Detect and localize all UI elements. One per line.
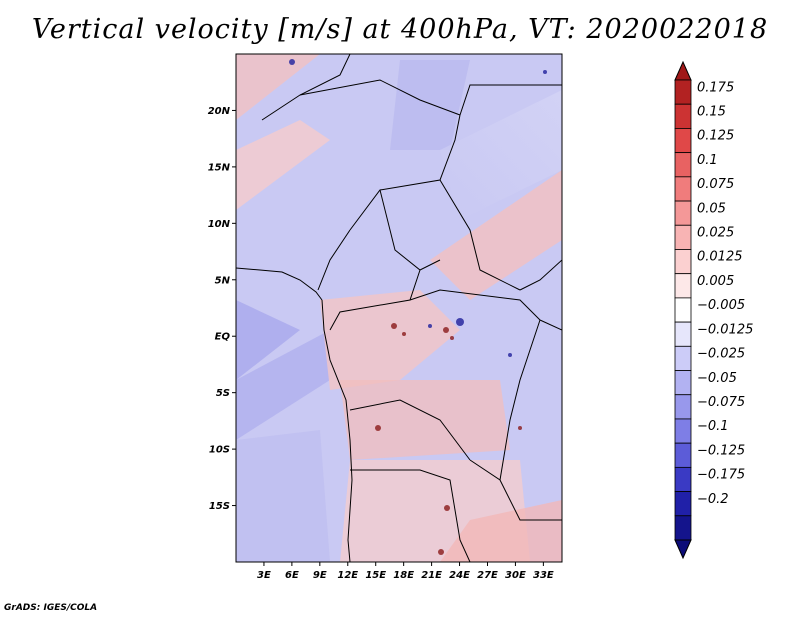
colorbar: 0.175 0.15 0.125 0.1 0.075 0.05 0.025 0.0125 0.0…	[674, 60, 753, 560]
latitude-axis: 20N 15N 10N 5N EQ 5S 10S 15S	[208, 106, 236, 512]
colorbar-label: 0.075	[697, 177, 734, 192]
colorbar-label: −0.125	[697, 443, 745, 458]
colorbar-label: 0.0125	[697, 250, 743, 265]
colorbar-label: −0.175	[697, 468, 745, 483]
colorbar-swatch	[674, 103, 692, 129]
lon-tick-label: 12E	[337, 570, 358, 581]
colorbar-swatch	[674, 224, 692, 250]
colorbar-label: 0.1	[697, 153, 718, 168]
colorbar-swatch	[674, 418, 692, 444]
colorbar-label: −0.2	[697, 492, 729, 507]
colorbar-top-arrow	[674, 60, 692, 81]
colorbar-swatch	[674, 321, 692, 347]
colorbar-swatch	[674, 370, 692, 396]
lat-tick-label: 10S	[209, 445, 230, 456]
lon-tick-label: 24E	[449, 570, 470, 581]
colorbar-label: 0.125	[697, 129, 734, 144]
colorbar-swatch	[674, 273, 692, 299]
colorbar-label: −0.005	[697, 298, 745, 313]
longitude-axis: 3E 6E 9E 12E 15E 18E 21E 24E 27E 30E 33E	[257, 562, 554, 581]
lon-tick-label: 15E	[365, 570, 386, 581]
lon-tick-label: 27E	[477, 570, 498, 581]
map-frame	[235, 53, 563, 563]
lon-tick-label: 21E	[421, 570, 442, 581]
lat-tick-label: 15S	[209, 501, 230, 512]
lon-tick-label: 30E	[505, 570, 526, 581]
footer-credit: GrADS: IGES/COLA	[4, 603, 98, 613]
colorbar-label: 0.05	[697, 201, 726, 216]
lat-tick-label: 5N	[215, 275, 231, 286]
colorbar-swatch	[674, 491, 692, 517]
lat-tick-label: EQ	[215, 332, 231, 343]
colorbar-swatch	[674, 466, 692, 492]
colorbar-label: −0.0125	[697, 322, 753, 337]
colorbar-label: 0.175	[697, 80, 734, 95]
colorbar-swatch	[674, 79, 692, 105]
lat-tick-label: 5S	[216, 388, 230, 399]
colorbar-swatch	[674, 200, 692, 226]
colorbar-label: 0.025	[697, 226, 734, 241]
colorbar-label: 0.15	[697, 104, 726, 119]
lat-tick-label: 20N	[208, 106, 231, 117]
lon-tick-label: 6E	[285, 570, 299, 581]
colorbar-swatch	[674, 152, 692, 178]
colorbar-swatch	[674, 345, 692, 371]
lon-tick-label: 3E	[257, 570, 271, 581]
lat-tick-label: 15N	[208, 162, 231, 173]
lat-tick-label: 10N	[208, 219, 231, 230]
colorbar-swatch	[674, 249, 692, 275]
colorbar-label: −0.025	[697, 347, 745, 362]
lon-tick-label: 33E	[533, 570, 554, 581]
colorbar-label: −0.1	[697, 419, 729, 434]
colorbar-swatch	[674, 394, 692, 420]
colorbar-swatch	[674, 442, 692, 468]
colorbar-swatch	[674, 515, 692, 541]
colorbar-label: −0.05	[697, 371, 737, 386]
chart-title: Vertical velocity [m/s] at 400hPa, VT: 2…	[31, 14, 769, 45]
lon-tick-label: 9E	[313, 570, 327, 581]
velocity-field	[236, 54, 562, 562]
colorbar-label: 0.005	[697, 274, 734, 289]
colorbar-swatch	[674, 297, 692, 323]
lon-tick-label: 18E	[393, 570, 414, 581]
colorbar-bottom-arrow	[674, 539, 692, 560]
colorbar-label: −0.075	[697, 395, 745, 410]
colorbar-swatch	[674, 176, 692, 202]
colorbar-swatch	[674, 128, 692, 154]
